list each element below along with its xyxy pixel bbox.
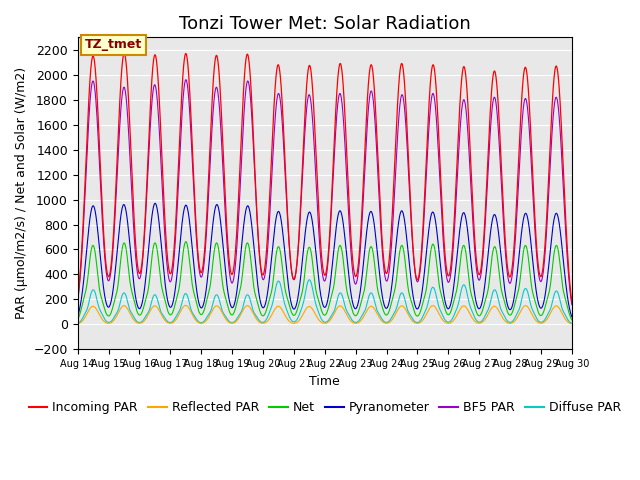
Y-axis label: PAR (μmol/m2/s) / Net and Solar (W/m2): PAR (μmol/m2/s) / Net and Solar (W/m2) <box>15 67 28 319</box>
X-axis label: Time: Time <box>309 374 340 387</box>
Text: TZ_tmet: TZ_tmet <box>85 38 142 51</box>
Title: Tonzi Tower Met: Solar Radiation: Tonzi Tower Met: Solar Radiation <box>179 15 470 33</box>
Legend: Incoming PAR, Reflected PAR, Net, Pyranometer, BF5 PAR, Diffuse PAR: Incoming PAR, Reflected PAR, Net, Pyrano… <box>24 396 626 419</box>
